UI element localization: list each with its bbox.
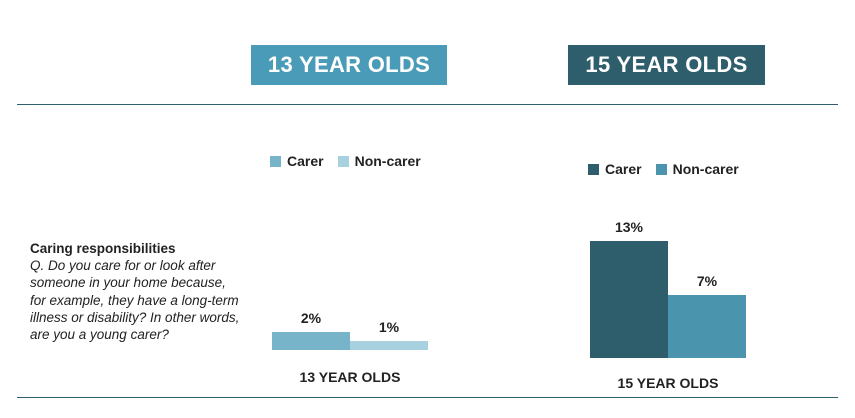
legend-item-carer-15: Carer	[588, 161, 642, 177]
x-caption-13: 13 YEAR OLDS	[300, 369, 401, 385]
legend-label-noncarer-15: Non-carer	[672, 161, 739, 177]
chart-13-year-olds: 2% 1% 13 YEAR OLDS	[272, 310, 428, 385]
x-caption-15: 15 YEAR OLDS	[618, 375, 719, 391]
bar-carer-13	[272, 332, 350, 350]
value-label-non-carer-15: 7%	[697, 273, 718, 289]
legend-swatch-noncarer-15	[655, 163, 667, 175]
legend-swatch-carer-13	[270, 155, 281, 167]
bar-non-carer-13	[350, 341, 428, 350]
legend-item-noncarer-13: Non-carer	[337, 153, 421, 169]
chart-15-year-olds: 13% 7% 15 YEAR OLDS	[590, 219, 746, 391]
bottom-divider	[17, 397, 838, 398]
legend-item-noncarer-15: Non-carer	[655, 161, 739, 177]
bar-non-carer-15	[668, 295, 746, 358]
question-title: Caring responsibilities	[30, 241, 176, 256]
legend-13: Carer Non-carer	[270, 153, 435, 169]
value-label-carer-15: 13%	[615, 219, 644, 235]
question-text: Q. Do you care for or look after someone…	[30, 258, 240, 343]
legend-swatch-carer-15	[588, 163, 599, 175]
legend-label-carer-15: Carer	[605, 161, 642, 177]
value-label-carer-13: 2%	[301, 310, 322, 326]
legend-swatch-noncarer-13	[337, 155, 349, 167]
legend-item-carer-13: Carer	[270, 153, 324, 169]
header-15-year-olds: 15 YEAR OLDS	[568, 45, 765, 85]
header-13-year-olds: 13 YEAR OLDS	[251, 45, 447, 85]
bar-carer-15	[590, 241, 668, 358]
value-label-non-carer-13: 1%	[379, 319, 400, 335]
top-divider	[17, 104, 838, 105]
question-block: Caring responsibilities Q. Do you care f…	[30, 240, 240, 343]
legend-15: Carer Non-carer	[588, 161, 753, 177]
legend-label-carer-13: Carer	[287, 153, 324, 169]
legend-label-noncarer-13: Non-carer	[354, 153, 421, 169]
